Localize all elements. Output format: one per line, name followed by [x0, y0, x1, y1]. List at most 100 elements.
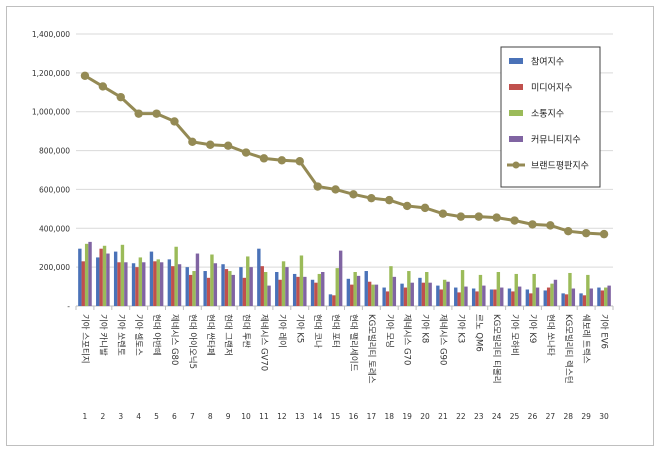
bar [84, 243, 89, 306]
bar [482, 285, 486, 306]
legend-swatch [509, 136, 523, 142]
bar [120, 244, 125, 306]
line-point [402, 201, 412, 211]
bar [353, 272, 357, 306]
bar [221, 264, 225, 306]
category-label: 현대 싼타페 [205, 314, 216, 356]
rank-label: 6 [172, 412, 177, 421]
line-point [367, 193, 376, 203]
bar [553, 279, 558, 306]
legend-label: 참여지수 [531, 56, 564, 68]
line-point [528, 220, 537, 229]
bar [249, 267, 253, 306]
legend-label: 소통지수 [531, 109, 564, 120]
line-point [277, 156, 287, 165]
rank-label: 15 [331, 412, 341, 421]
y-tick-label: 600,000 [39, 185, 70, 194]
y-tick-label: 400,000 [39, 224, 70, 233]
legend-swatch-marker [512, 161, 520, 169]
bar [471, 288, 476, 306]
bar [78, 248, 82, 306]
rank-label: 2 [100, 412, 105, 421]
rank-label: 9 [226, 412, 231, 421]
rank-label: 27 [546, 412, 556, 421]
bar [371, 284, 375, 306]
bar [206, 277, 211, 306]
rank-label: 8 [208, 412, 213, 421]
rank-label: 19 [402, 412, 412, 421]
bar [303, 276, 307, 306]
rank-label: 21 [438, 412, 448, 421]
legend-label: 커뮤니티지수 [531, 135, 581, 146]
bar [464, 286, 468, 306]
bar [267, 285, 271, 306]
bar [106, 253, 110, 306]
bar [275, 272, 279, 306]
rank-label: 28 [563, 412, 573, 421]
bar [171, 266, 175, 306]
category-label: KG모빌리티 렉스턴 [563, 314, 574, 384]
line-point [259, 154, 269, 163]
category-label: 제네시스 G70 [402, 314, 412, 365]
bar [188, 274, 193, 306]
bar [153, 261, 157, 306]
bar [597, 287, 601, 306]
bar [142, 262, 146, 306]
line-point [98, 82, 108, 91]
line-point [510, 216, 519, 225]
rank-label: 20 [420, 412, 430, 421]
bar [586, 274, 590, 306]
bar [242, 277, 247, 306]
bar [117, 262, 121, 306]
bar [489, 289, 494, 306]
y-tick-label: 1,400,000 [32, 30, 70, 39]
bar [529, 293, 533, 306]
line-point [420, 203, 430, 213]
rank-label: 4 [136, 412, 141, 421]
bar [418, 277, 422, 306]
bar [475, 291, 479, 306]
bar [410, 282, 414, 306]
line-point [581, 228, 591, 238]
category-label: 제네시스 GV70 [258, 314, 268, 371]
line-point [349, 190, 358, 199]
y-tick-label: 800,000 [39, 147, 70, 156]
line-point [599, 229, 609, 239]
bar [321, 272, 325, 306]
bar [493, 289, 497, 306]
bar [454, 287, 458, 306]
bar [460, 270, 465, 306]
bar [195, 253, 200, 306]
y-tick-label: - [67, 302, 70, 311]
category-label: 르노 QM6 [473, 314, 483, 352]
bar [135, 267, 139, 306]
line-point [170, 117, 179, 126]
rank-label: 13 [295, 412, 305, 421]
rank-label: 23 [474, 412, 484, 421]
bar [604, 287, 608, 306]
rank-label: 11 [259, 412, 269, 421]
bar [364, 271, 368, 306]
category-label: 현대 포터 [330, 314, 340, 348]
line-point [331, 185, 340, 194]
rank-label: 17 [367, 412, 377, 421]
bar [543, 290, 547, 306]
bar [317, 273, 322, 306]
bar [239, 267, 243, 306]
bar [328, 294, 333, 306]
bar [561, 293, 565, 306]
bar [350, 284, 354, 306]
category-label: 기아 쏘렌토 [115, 314, 126, 356]
category-label: 기아 카니발 [97, 314, 108, 356]
bar [436, 285, 440, 306]
bar [428, 282, 432, 306]
legend-swatch [509, 58, 523, 64]
category-label: 쉐보레 트렉스 [581, 314, 592, 364]
bar [296, 276, 300, 306]
bar [113, 251, 118, 306]
rank-label: 29 [581, 412, 591, 421]
bar [314, 282, 318, 306]
bar [156, 259, 160, 306]
bar [582, 295, 587, 306]
category-label: 현대 팰리세이드 [348, 314, 359, 372]
